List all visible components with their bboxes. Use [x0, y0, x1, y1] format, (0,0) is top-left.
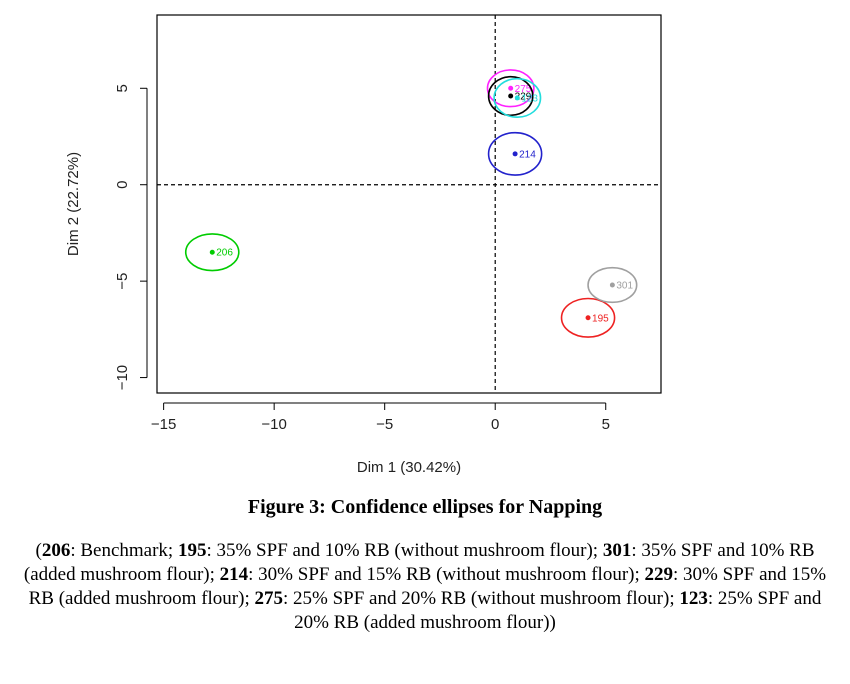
- caption-key: 229: [644, 564, 674, 585]
- point-label-206: 206: [216, 248, 233, 259]
- caption-key: 214: [219, 564, 249, 585]
- y-axis-title: Dim 2 (22.72%): [65, 152, 82, 256]
- point-label-123: 123: [521, 93, 538, 104]
- caption-description: : 35% SPF and 10% RB (without mushroom f…: [206, 540, 603, 561]
- napping-chart: −15 −10 −5 0 5 −10 −5 0 5 206 195 301 214 275229123…: [65, 14, 662, 476]
- caption-key: 275: [254, 588, 283, 609]
- confidence-ellipse-229: [487, 75, 534, 117]
- x-tick-label: 0: [491, 416, 499, 433]
- confidence-ellipse-214: [487, 131, 543, 176]
- caption-key: 206: [41, 540, 71, 561]
- confidence-ellipse-301: [587, 266, 638, 304]
- x-tick-label: −10: [261, 416, 286, 433]
- caption-key: 123: [679, 588, 708, 609]
- point-214: [512, 151, 518, 157]
- y-tick-label: −5: [114, 273, 131, 290]
- caption-description: : 25% SPF and 20% RB (without mushroom f…: [282, 588, 680, 609]
- caption-key: 301: [602, 540, 632, 561]
- x-axis-title: Dim 1 (30.42%): [357, 459, 461, 476]
- caption-description: : 35% SPF and 10% RB (added mushroom flo…: [23, 540, 815, 585]
- confidence-ellipse-123: [493, 77, 542, 119]
- x-axis: −15 −10 −5 0 5: [151, 402, 610, 433]
- figure-title: Figure 3: Confidence ellipses for Nappin…: [247, 496, 603, 518]
- confidence-ellipse-275: [486, 69, 535, 108]
- point-301: [609, 282, 615, 288]
- confidence-ellipse-206: [184, 233, 240, 272]
- plot-frame: [156, 14, 662, 394]
- y-axis: −10 −5 0 5: [114, 84, 148, 390]
- caption-description: : 30% SPF and 15% RB (added mushroom flo…: [28, 564, 827, 609]
- point-229: [508, 93, 514, 99]
- point-195: [585, 315, 591, 321]
- confidence-ellipse-195: [560, 297, 616, 338]
- point-206: [209, 249, 215, 255]
- figure-caption: (206: Benchmark; 195: 35% SPF and 10% RB…: [23, 540, 827, 633]
- caption-key: 195: [177, 540, 207, 561]
- y-tick-label: −10: [114, 365, 131, 390]
- x-tick-label: 5: [602, 416, 610, 433]
- y-tick-label: 0: [114, 181, 131, 189]
- caption-description: : 30% SPF and 15% RB (without mushroom f…: [248, 564, 645, 585]
- point-label-229: 229: [515, 92, 532, 103]
- point-label-195: 195: [592, 313, 609, 324]
- x-tick-label: −15: [151, 416, 176, 433]
- caption-description: : Benchmark;: [70, 540, 178, 561]
- point-275: [508, 85, 514, 91]
- caption-description: : 25% SPF and 20% RB (added mushroom flo…: [294, 588, 822, 633]
- point-123: [514, 95, 520, 101]
- point-label-214: 214: [519, 149, 536, 160]
- y-tick-label: 5: [114, 84, 131, 92]
- point-label-275: 275: [515, 84, 532, 95]
- point-label-301: 301: [616, 281, 633, 292]
- x-tick-label: −5: [376, 416, 393, 433]
